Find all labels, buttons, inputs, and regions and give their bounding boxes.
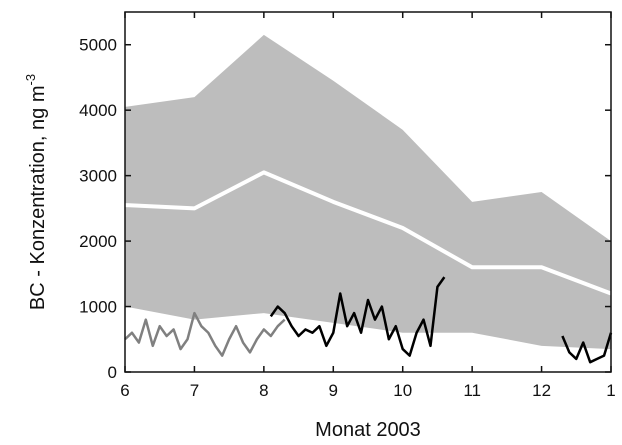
x-tick-label: 1: [606, 381, 615, 400]
series-line: [124, 311, 286, 357]
y-tick-label: 0: [108, 363, 117, 382]
x-tick-label: 6: [120, 381, 129, 400]
y-axis-label: BC - Konzentration, ng m-3: [23, 74, 49, 310]
x-axis-label: Monat 2003: [315, 419, 421, 441]
y-tick-label: 2000: [79, 232, 117, 251]
series-line: [124, 170, 612, 296]
x-tick-label: 9: [329, 381, 338, 400]
x-tick-label: 12: [532, 381, 551, 400]
range-band: [125, 34, 611, 350]
y-tick-label: 5000: [79, 36, 117, 55]
plot-area: [124, 34, 613, 364]
x-tick-label: 10: [393, 381, 412, 400]
x-tick-label: 11: [463, 381, 481, 400]
y-tick-label: 4000: [79, 101, 117, 120]
series-line: [269, 276, 446, 357]
x-tick-label: 8: [259, 381, 268, 400]
y-axis-label-text: BC - Konzentration, ng m: [27, 86, 49, 311]
series-line: [561, 332, 613, 364]
plot-frame: [124, 11, 612, 373]
y-axis-label-sup: -3: [23, 74, 38, 86]
y-tick-label: 3000: [79, 167, 117, 186]
x-tick-label: 7: [190, 381, 199, 400]
y-tick-label: 1000: [79, 298, 117, 317]
